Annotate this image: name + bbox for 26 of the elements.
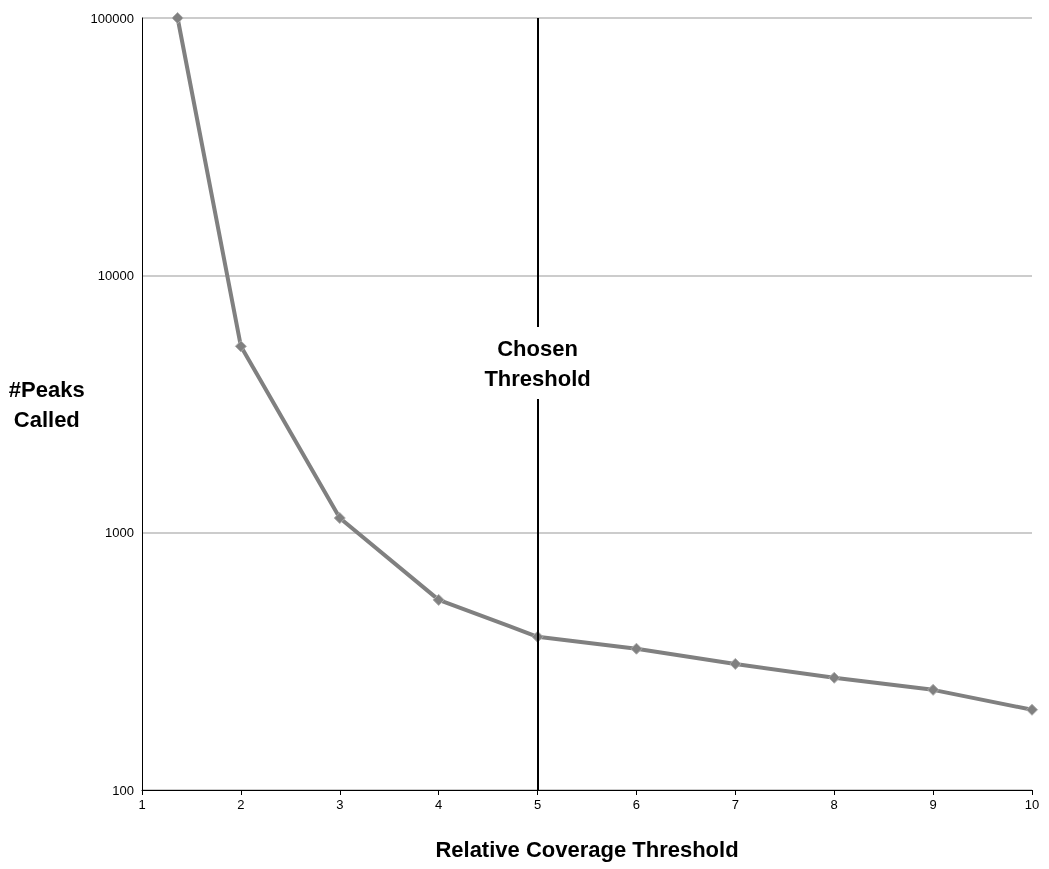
x-tick-label: 9 [929,797,937,812]
point [1026,703,1038,716]
point [927,683,940,696]
point [333,512,346,525]
point [234,340,247,353]
y-tick-label: 100000 [90,10,134,26]
point [828,671,841,684]
x-tick-label: 1 [138,797,146,812]
point [432,593,445,606]
point [729,657,742,670]
x-tick-label: 2 [237,797,245,812]
ref-line-label: Chosen Threshold [484,335,591,391]
point [630,642,643,655]
x-tick-label: 8 [830,797,838,812]
point [171,12,184,24]
y-axis-title: #Peaks Called [8,376,85,432]
x-tick-label: 7 [731,797,739,812]
x-axis-title: Relative Coverage Threshold [435,836,739,862]
y-tick-label: 1000 [105,525,134,541]
x-tick-label: 6 [632,797,641,812]
x-tick-label: 3 [336,797,344,812]
x-tick-label: 5 [533,797,542,812]
x-tick-label: 4 [435,797,443,812]
y-tick-label: 100 [112,782,134,798]
y-tick-label: 10000 [97,267,134,283]
x-tick-label: 10 [1024,797,1040,812]
